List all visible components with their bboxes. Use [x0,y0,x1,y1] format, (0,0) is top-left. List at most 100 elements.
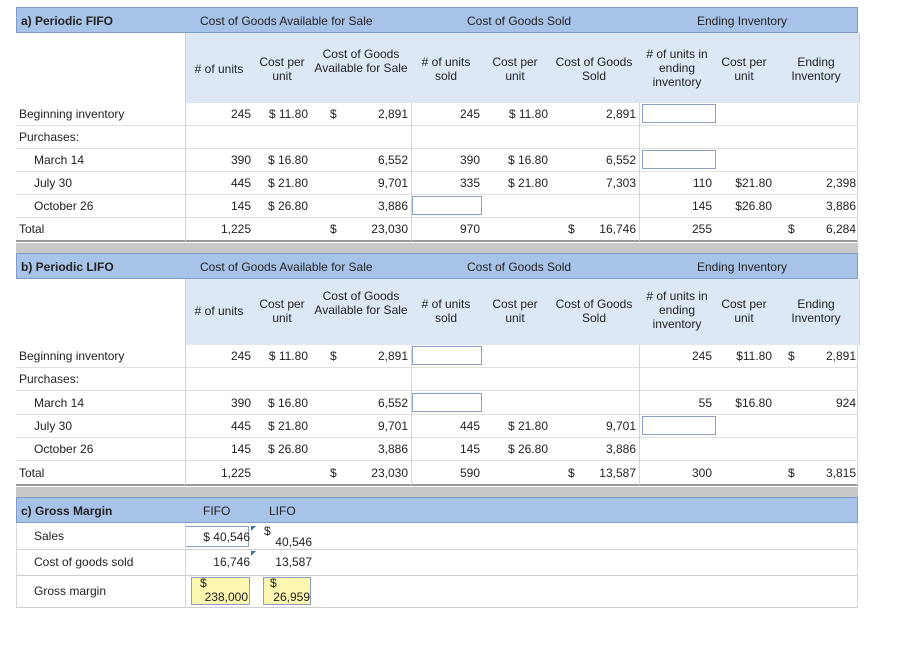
fifo-gm-input[interactable] [191,577,250,605]
lifo-gross-margin[interactable]: 26,959 [273,590,310,604]
cost-cell[interactable]: $ 16.80 [267,396,308,410]
cogs-cell[interactable]: 9,701 [605,419,636,433]
sold-cell[interactable]: 145 [459,442,480,456]
fifo-section-header: a) Periodic FIFO Cost of Goods Available… [16,7,858,33]
sold-cost-cell[interactable]: $ 16.80 [507,153,548,167]
lifo-title: b) Periodic LIFO [21,260,114,274]
sold-cell[interactable]: 245 [459,107,480,121]
lifo-h-end-units: # of units in ending inventory [646,289,708,331]
sold-cell[interactable]: 445 [459,419,480,433]
units-cell[interactable]: 445 [230,419,251,433]
sold-cell[interactable]: 335 [459,176,480,190]
row-label: March 14 [34,153,85,167]
cogs-cell[interactable]: 2,891 [605,107,636,121]
sold-input[interactable] [412,196,482,215]
gm-row-gross-margin: Gross margin $ 238,000 $ 26,959 [16,575,858,608]
cost-cell[interactable]: $ 26.80 [267,199,308,213]
end-cost-cell[interactable]: $21.80 [735,176,772,190]
sold-cost-cell[interactable]: $ 11.80 [508,107,548,121]
cost-cell[interactable]: $ 21.80 [267,176,308,190]
units-cell[interactable]: 245 [230,107,251,121]
lifo-currency: $ [264,524,271,538]
end-inv-cell[interactable]: 924 [835,396,856,410]
lifo-sales[interactable]: 40,546 [275,535,312,549]
cost-cell[interactable]: $ 21.80 [267,419,308,433]
cogas-cell[interactable]: 2,891 [377,107,408,121]
lifo-h-units: # of units [194,304,244,318]
cogas-cell[interactable]: 6,552 [377,153,408,167]
cogas-total[interactable]: 23,030 [371,466,408,480]
cost-cell[interactable]: $ 11.80 [268,349,308,363]
units-cell[interactable]: 145 [230,199,251,213]
end-units-input[interactable] [642,150,716,169]
end-cost-cell[interactable]: $16.80 [735,396,772,410]
end-currency: $ [788,349,795,363]
end-units-cell[interactable]: 245 [691,349,712,363]
cogas-cell[interactable]: 9,701 [377,176,408,190]
end-units-cell[interactable]: 55 [698,396,712,410]
end-currency: $ [788,466,795,480]
fifo-row-total: Total 1,225 $ 23,030 970 $ 16,746 255 $ … [16,218,858,242]
cogas-cell[interactable]: 3,886 [377,442,408,456]
end-inv-cell[interactable]: 2,398 [825,176,856,190]
sold-input[interactable] [412,393,482,412]
sold-cost-cell[interactable]: $ 26.80 [507,442,548,456]
cogs-cell[interactable]: 6,552 [605,153,636,167]
cogas-cell[interactable]: 3,886 [377,199,408,213]
cogs-cell[interactable]: 3,886 [605,442,636,456]
row-label: Gross margin [34,584,107,598]
units-cell[interactable]: 390 [230,396,251,410]
sold-total[interactable]: 590 [459,466,480,480]
fifo-cogs[interactable]: 16,746 [213,555,250,569]
cost-cell[interactable]: $ 11.80 [268,107,308,121]
sold-total[interactable]: 970 [459,222,480,236]
end-units-input[interactable] [642,104,716,123]
end-units-input[interactable] [642,416,716,435]
end-units-cell[interactable]: 145 [691,199,712,213]
end-units-cell[interactable]: 110 [692,176,712,190]
fifo-h-end-units: # of units in ending inventory [646,47,708,89]
row-label: Purchases: [19,372,80,386]
units-total[interactable]: 1,225 [220,466,251,480]
units-total[interactable]: 1,225 [220,222,251,236]
cogas-cell[interactable]: 2,891 [377,349,408,363]
end-cost-cell[interactable]: $26.80 [735,199,772,213]
lifo-gm-input[interactable] [263,577,311,605]
units-cell[interactable]: 245 [230,349,251,363]
sold-input[interactable] [412,346,482,365]
sold-cost-cell[interactable]: $ 21.80 [507,419,548,433]
fifo-gross-margin[interactable]: 238,000 [204,590,248,604]
end-inv-cell[interactable]: 3,886 [825,199,856,213]
grid-line [185,345,186,485]
lifo-h-cost: Cost per unit [259,297,305,325]
cogs-total[interactable]: 13,587 [599,466,636,480]
cost-cell[interactable]: $ 16.80 [267,153,308,167]
fifo-currency: $ [200,576,207,590]
end-inv-total[interactable]: 3,815 [825,466,856,480]
cogs-cell[interactable]: 7,303 [605,176,636,190]
units-cell[interactable]: 390 [230,153,251,167]
cogas-cell[interactable]: 6,552 [377,396,408,410]
cogas-total[interactable]: 23,030 [371,222,408,236]
lifo-cogs[interactable]: 13,587 [275,555,312,569]
end-inv-cell[interactable]: 2,891 [825,349,856,363]
end-cost-cell[interactable]: $11.80 [736,349,772,363]
lifo-h-sold: # of units sold [421,297,471,325]
cogs-total[interactable]: 16,746 [599,222,636,236]
grid-line [857,345,858,485]
lifo-h-cogas: Cost of Goods Available for Sale [314,289,408,317]
lifo-group-ending: Ending Inventory [697,260,788,274]
fifo-sales[interactable]: $ 40,546 [203,530,250,544]
lifo-row-total: Total 1,225 $ 23,030 590 $ 13,587 300 $ … [16,462,858,486]
units-cell[interactable]: 445 [230,176,251,190]
end-inv-total[interactable]: 6,284 [825,222,856,236]
fifo-row-july: July 30 445 $ 21.80 9,701 335 $ 21.80 7,… [16,172,858,195]
units-cell[interactable]: 145 [230,442,251,456]
end-units-total[interactable]: 255 [691,222,712,236]
cogas-cell[interactable]: 9,701 [377,419,408,433]
sold-cell[interactable]: 390 [459,153,480,167]
sold-cost-cell[interactable]: $ 21.80 [507,176,548,190]
cost-cell[interactable]: $ 26.80 [267,442,308,456]
end-units-total[interactable]: 300 [691,466,712,480]
lifo-h-end-inv: Ending Inventory [791,297,841,325]
